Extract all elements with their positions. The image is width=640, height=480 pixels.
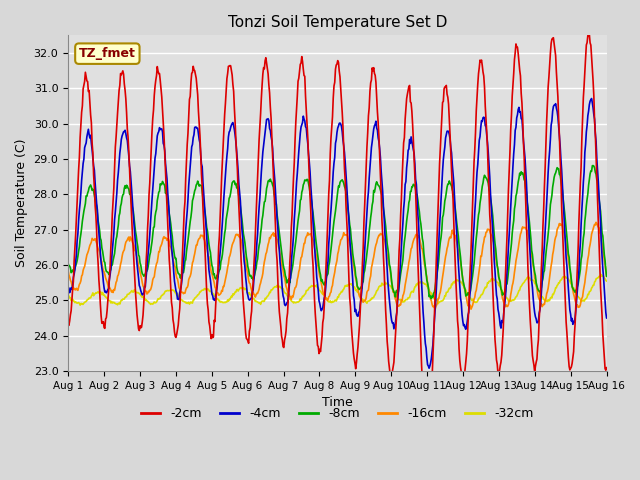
Y-axis label: Soil Temperature (C): Soil Temperature (C): [15, 139, 28, 267]
Text: TZ_fmet: TZ_fmet: [79, 47, 136, 60]
X-axis label: Time: Time: [322, 396, 353, 409]
Legend: -2cm, -4cm, -8cm, -16cm, -32cm: -2cm, -4cm, -8cm, -16cm, -32cm: [136, 402, 538, 425]
Title: Tonzi Soil Temperature Set D: Tonzi Soil Temperature Set D: [228, 15, 447, 30]
